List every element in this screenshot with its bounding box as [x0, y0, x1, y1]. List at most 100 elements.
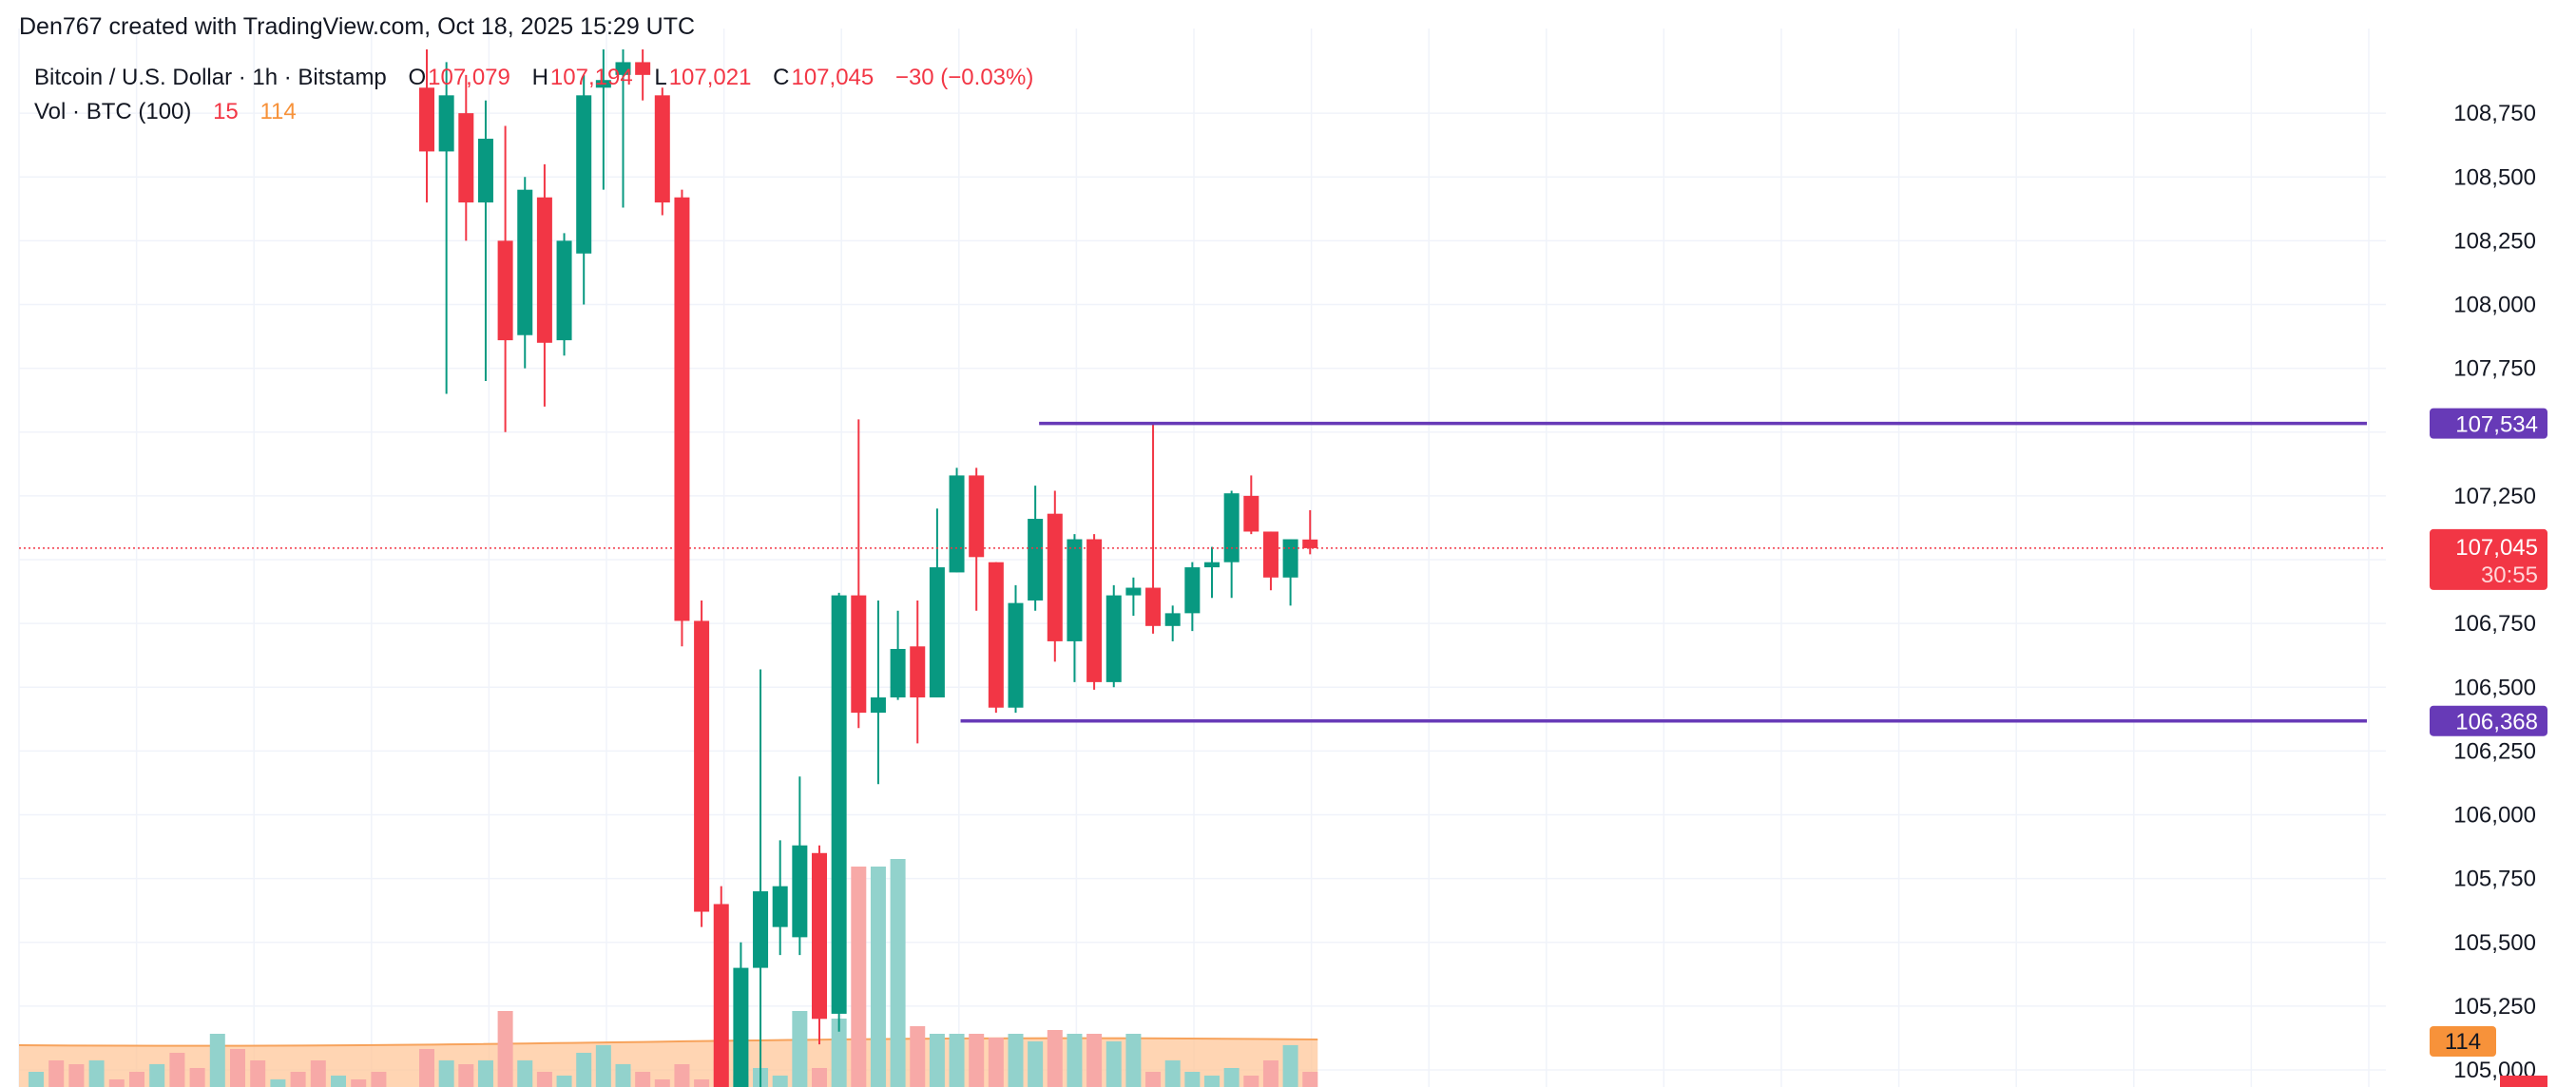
volume-ma-value: 114 [260, 99, 297, 124]
candle-body [713, 904, 729, 1087]
volume-bar [635, 1072, 651, 1087]
candle-body [733, 967, 749, 1087]
chart-credit: Den767 created with TradingView.com, Oct… [19, 13, 696, 40]
close-value: 107,045 [791, 65, 875, 90]
volume-bar [290, 1072, 306, 1087]
volume-bar [1105, 1041, 1122, 1087]
candle-body [1223, 493, 1240, 563]
candle-body [949, 475, 965, 573]
candle-body [1204, 562, 1220, 568]
volume-bar [1282, 1045, 1298, 1087]
volume-bar [48, 1060, 65, 1087]
volume-bar [497, 1011, 513, 1087]
level-price-label: 107,534 [2455, 412, 2538, 438]
volume-bar [1302, 1072, 1318, 1087]
candle-body [1047, 513, 1063, 641]
volume-bar [1164, 1060, 1181, 1087]
volume-bar [654, 1079, 670, 1087]
volume-ma-tag [2430, 1026, 2496, 1057]
countdown-label: 30:55 [2481, 563, 2538, 588]
volume-bar [250, 1060, 266, 1087]
volume-bars [29, 859, 1318, 1087]
ohlc-legend: Bitcoin / U.S. Dollar · 1h · Bitstamp O1… [34, 65, 1035, 91]
candle-body [1262, 531, 1278, 578]
volume-bar [517, 1060, 533, 1087]
low-value: 107,021 [668, 65, 752, 90]
volume-bar [477, 1060, 493, 1087]
volume-bar [1125, 1034, 1142, 1087]
candle-body [595, 80, 611, 88]
level-price-label: 106,368 [2455, 710, 2538, 735]
candle-body [615, 62, 631, 75]
volume-bar [792, 1011, 808, 1087]
candle-body [694, 620, 710, 912]
price-axis: 105,000105,250105,500105,750106,000106,2… [2386, 29, 2576, 1087]
volume-bar [1262, 1060, 1278, 1087]
volume-legend: Vol · BTC (100) 15 114 [34, 99, 298, 125]
candle-body [753, 891, 769, 968]
candle-body [1145, 587, 1162, 626]
candle-body [870, 696, 886, 714]
volume-bar [1145, 1072, 1162, 1087]
candle-body [1008, 602, 1024, 708]
symbol-label[interactable]: Bitcoin / U.S. Dollar · 1h · Bitstamp [34, 65, 387, 90]
volume-tag [2500, 1076, 2547, 1087]
level-price-tag [2430, 705, 2547, 736]
candle-body [831, 595, 847, 1014]
candle-body [851, 595, 867, 714]
volume-bar [536, 1072, 552, 1087]
change-value: −30 (−0.03%) [894, 65, 1034, 90]
volume-bar [1008, 1034, 1024, 1087]
candle-body [1028, 519, 1044, 601]
price-tick-label: 107,750 [2453, 356, 2536, 382]
volume-bar [1184, 1072, 1201, 1087]
volume-bar [310, 1060, 326, 1087]
candle-body [969, 475, 985, 558]
volume-bar [209, 1034, 225, 1087]
volume-bar [949, 1034, 965, 1087]
candle-body [576, 95, 592, 254]
last-price-label: 107,045 [2455, 535, 2538, 561]
volume-bar [1067, 1034, 1083, 1087]
candle-body [988, 562, 1004, 708]
high-value: 107,194 [549, 65, 633, 90]
candle-body [536, 197, 552, 343]
level-price-tag [2430, 408, 2547, 439]
candle-body [635, 62, 651, 75]
volume-ma-tag-label: 114 [2445, 1029, 2481, 1055]
horizontal-levels [19, 421, 2386, 723]
volume-bar [1086, 1034, 1103, 1087]
price-tick-label: 108,250 [2453, 228, 2536, 254]
volume-bar [108, 1079, 125, 1087]
volume-bar [270, 1079, 286, 1087]
volume-bar [929, 1034, 945, 1087]
volume-bar [149, 1064, 165, 1087]
candle-body [1184, 567, 1201, 614]
volume-bar [556, 1076, 572, 1087]
volume-bar [371, 1072, 387, 1087]
volume-bar [189, 1068, 205, 1087]
price-tick-label: 105,750 [2453, 867, 2536, 892]
price-tick-label: 106,750 [2453, 611, 2536, 637]
volume-label[interactable]: Vol · BTC (100) [34, 99, 192, 124]
candle-body [1302, 539, 1318, 548]
volume-bar [988, 1038, 1004, 1087]
candle-body [1243, 495, 1259, 532]
candle-body [438, 95, 454, 152]
candle-body [772, 886, 788, 927]
volume-bar [1243, 1076, 1259, 1087]
volume-bar [129, 1072, 144, 1087]
candle-body [890, 648, 906, 697]
volume-bar [331, 1076, 346, 1087]
low-label: L [654, 65, 667, 90]
candle-body [654, 95, 670, 203]
candle-body [1164, 613, 1181, 626]
chart-grid [18, 29, 2405, 1087]
volume-bar [458, 1064, 474, 1087]
last-price-tag [2430, 528, 2547, 590]
candle-body [1282, 539, 1298, 578]
candle-body [1067, 539, 1083, 641]
volume-bar [772, 1076, 788, 1087]
candle-body [419, 87, 434, 152]
